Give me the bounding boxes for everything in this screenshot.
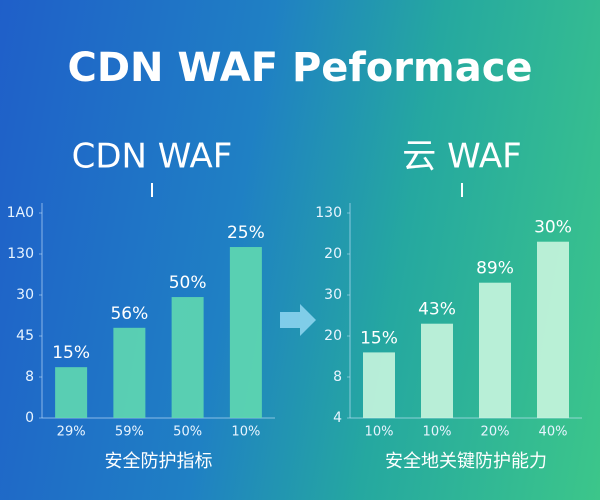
y-tick-label: 30 (16, 287, 34, 303)
bar-label: 30% (534, 218, 572, 238)
bar (113, 327, 146, 418)
y-tick-label: 8 (333, 369, 342, 385)
x-tick-label: 20% (481, 425, 510, 440)
y-tick-label: 1A0 (7, 205, 34, 221)
y-tick-label: 20 (324, 328, 342, 344)
bar-label: 15% (52, 343, 90, 363)
y-tick-label: 45 (16, 328, 34, 344)
y-tick-label: 8 (25, 369, 34, 385)
y-tick-label: 30 (324, 287, 342, 303)
bar (171, 297, 204, 418)
bar (363, 352, 395, 418)
x-tick-label: 59% (115, 425, 144, 440)
bar-label: 56% (110, 304, 148, 324)
x-axis-label: 安全地关键防护能力 (385, 451, 547, 472)
y-tick-label: 20 (324, 246, 342, 262)
bar-label: 50% (169, 273, 207, 293)
bar (479, 282, 511, 418)
x-axis-label: 安全防护指标 (105, 451, 213, 472)
x-tick-label: 29% (57, 425, 86, 440)
bar-label: 43% (418, 300, 456, 320)
x-tick-label: 10% (365, 425, 394, 440)
page-title: CDN WAF Peformace (67, 45, 532, 91)
bar-label: 15% (360, 328, 398, 348)
bar-label: 25% (227, 223, 265, 243)
x-tick-label: 10% (231, 425, 260, 440)
bar (229, 247, 262, 418)
chart-title: 云 WAF (402, 137, 521, 177)
y-tick-label: 130 (7, 246, 34, 262)
y-tick-label: 130 (315, 205, 342, 221)
arrow (280, 304, 316, 336)
x-tick-label: 50% (173, 425, 202, 440)
y-tick-label: 4 (333, 410, 342, 426)
bar (421, 323, 453, 418)
x-tick-label: 10% (423, 425, 452, 440)
bar-label: 89% (476, 259, 514, 279)
chart-title: CDN WAF (72, 137, 233, 177)
bar (537, 241, 569, 418)
x-tick-label: 40% (539, 425, 568, 440)
bar (55, 367, 88, 418)
y-tick-label: 0 (25, 410, 34, 426)
